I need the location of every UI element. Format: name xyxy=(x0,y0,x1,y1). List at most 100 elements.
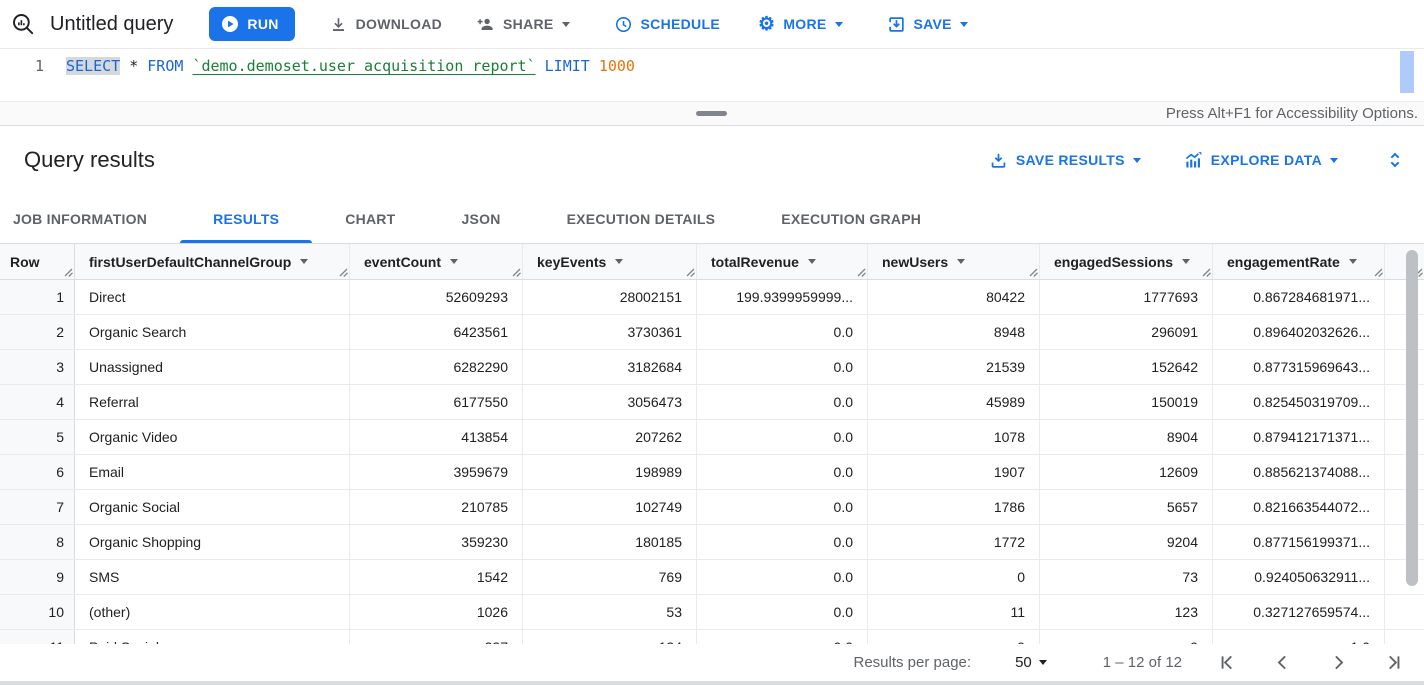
cell-filler xyxy=(1385,490,1424,524)
column-menu-caret-icon[interactable] xyxy=(1182,259,1191,264)
previous-page-button[interactable] xyxy=(1270,651,1294,675)
sql-token-kw: FROM xyxy=(147,57,184,75)
cell-row: 10 xyxy=(0,595,75,629)
column-resize-handle[interactable] xyxy=(857,268,866,277)
splitter-drag-handle[interactable] xyxy=(696,111,727,116)
share-button[interactable]: SHARE xyxy=(476,15,570,34)
column-menu-caret-icon[interactable] xyxy=(615,259,624,264)
cell-eventCount: 6282290 xyxy=(350,350,523,384)
column-resize-handle[interactable] xyxy=(686,268,695,277)
save-button[interactable]: SAVE xyxy=(887,15,968,34)
column-label: eventCount xyxy=(364,253,441,270)
cell-totalRevenue: 0.0 xyxy=(697,455,868,489)
cell-engagedSessions: 73 xyxy=(1040,560,1213,594)
column-menu-caret-icon[interactable] xyxy=(450,259,458,264)
sql-code-line[interactable]: SELECT * FROM `demo.demoset.user_acquisi… xyxy=(66,57,635,75)
table-scrollbar-thumb[interactable] xyxy=(1406,250,1418,586)
next-page-button[interactable] xyxy=(1326,651,1350,675)
save-results-button[interactable]: SAVE RESULTS xyxy=(989,151,1141,170)
tab-job-information[interactable]: JOB INFORMATION xyxy=(13,210,148,227)
schedule-button[interactable]: SCHEDULE xyxy=(614,15,720,34)
cell-keyEvents: 28002151 xyxy=(523,280,697,314)
table-row: 7 Organic Social 210785 102749 0.0 1786 5657 0.… xyxy=(0,490,1424,525)
column-resize-handle[interactable] xyxy=(1374,268,1383,277)
run-button[interactable]: RUN xyxy=(209,7,295,41)
cell-row: 7 xyxy=(0,490,75,524)
play-circle-icon xyxy=(221,15,239,33)
cell-engagementRate: 0.879412171371... xyxy=(1213,420,1385,454)
column-resize-handle[interactable] xyxy=(339,268,348,277)
explore-data-caret-icon xyxy=(1330,157,1338,163)
horizontal-scrollbar[interactable] xyxy=(0,681,1424,685)
column-menu-caret-icon[interactable] xyxy=(957,259,966,264)
column-label: engagementRate xyxy=(1227,253,1340,270)
cell-totalRevenue: 199.9399959999... xyxy=(697,280,868,314)
table-body: 1 Direct 52609293 28002151 199.9399959999...… xyxy=(0,280,1424,644)
more-label: MORE xyxy=(783,16,827,32)
sql-token-plain xyxy=(120,57,129,75)
cell-firstUserDefaultChannelGroup: Organic Search xyxy=(75,315,350,349)
table-row: 9 SMS 1542 769 0.0 0 73 0.924050632911... xyxy=(0,560,1424,595)
column-menu-caret-icon[interactable] xyxy=(807,259,816,264)
tab-execution-details[interactable]: EXECUTION DETAILS xyxy=(566,210,716,227)
page-size-select[interactable]: 50 xyxy=(1015,654,1047,671)
cell-engagementRate: 0.924050632911... xyxy=(1213,560,1385,594)
column-header-keyEvents[interactable]: keyEvents xyxy=(523,244,697,279)
cell-row: 5 xyxy=(0,420,75,454)
cell-firstUserDefaultChannelGroup: SMS xyxy=(75,560,350,594)
sql-token-kw: LIMIT xyxy=(544,57,590,75)
query-title[interactable]: Untitled query xyxy=(50,12,174,35)
cell-totalRevenue: 0.0 xyxy=(697,630,868,644)
last-page-button[interactable] xyxy=(1382,651,1406,675)
first-page-button[interactable] xyxy=(1214,651,1238,675)
column-resize-handle[interactable] xyxy=(1202,268,1211,277)
chart-icon xyxy=(1183,150,1203,170)
share-caret-icon xyxy=(561,21,570,27)
accessibility-hint: Press Alt+F1 for Accessibility Options. xyxy=(1165,105,1418,122)
column-label: firstUserDefaultChannelGroup xyxy=(89,253,292,270)
column-header-engagedSessions[interactable]: engagedSessions xyxy=(1040,244,1213,279)
column-header-engagementRate[interactable]: engagementRate xyxy=(1213,244,1385,279)
editor-scrollbar-thumb[interactable] xyxy=(1400,51,1414,93)
cell-eventCount: 413854 xyxy=(350,420,523,454)
tab-execution-graph[interactable]: EXECUTION GRAPH xyxy=(781,210,922,227)
sql-editor[interactable]: 1 SELECT * FROM `demo.demoset.user_acqui… xyxy=(0,48,1424,101)
column-header-firstUserDefaultChannelGroup[interactable]: firstUserDefaultChannelGroup xyxy=(75,244,350,279)
save-results-caret-icon xyxy=(1132,157,1141,163)
column-resize-handle[interactable] xyxy=(64,268,73,277)
explore-data-button[interactable]: EXPLORE DATA xyxy=(1183,150,1338,170)
download-button[interactable]: DOWNLOAD xyxy=(329,15,442,34)
cell-totalRevenue: 0.0 xyxy=(697,385,868,419)
results-table: Row firstUserDefaultChannelGroup eventCoun… xyxy=(0,243,1424,644)
cell-engagementRate: 0.327127659574... xyxy=(1213,595,1385,629)
run-label: RUN xyxy=(247,16,279,32)
cell-eventCount: 6423561 xyxy=(350,315,523,349)
column-menu-caret-icon[interactable] xyxy=(1348,259,1357,264)
sql-token-plain xyxy=(138,57,147,75)
column-header-totalRevenue[interactable]: totalRevenue xyxy=(697,244,868,279)
column-header-newUsers[interactable]: newUsers xyxy=(868,244,1040,279)
column-resize-handle[interactable] xyxy=(1029,268,1038,277)
tab-chart[interactable]: CHART xyxy=(345,210,396,227)
cell-engagedSessions: 9204 xyxy=(1040,525,1213,559)
schedule-label: SCHEDULE xyxy=(640,16,720,32)
cell-firstUserDefaultChannelGroup: Organic Video xyxy=(75,420,350,454)
sql-token-plain: * xyxy=(129,57,139,75)
column-label: newUsers xyxy=(882,253,949,270)
cell-totalRevenue: 0.0 xyxy=(697,560,868,594)
cell-keyEvents: 53 xyxy=(523,595,697,629)
column-header-eventCount[interactable]: eventCount xyxy=(350,244,523,279)
save-results-icon xyxy=(989,151,1008,170)
results-title: Query results xyxy=(24,147,155,172)
download-label: DOWNLOAD xyxy=(355,16,443,32)
save-label: SAVE xyxy=(913,16,952,32)
tab-json[interactable]: JSON xyxy=(461,210,501,227)
tab-results[interactable]: RESULTS xyxy=(180,194,313,243)
column-menu-caret-icon[interactable] xyxy=(300,259,309,264)
cell-engagedSessions: 150019 xyxy=(1040,385,1213,419)
column-resize-handle[interactable] xyxy=(512,268,521,277)
page-range-label: 1 – 12 of 12 xyxy=(1102,654,1182,671)
more-button[interactable]: ⚙ MORE xyxy=(758,15,843,34)
cell-firstUserDefaultChannelGroup: Referral xyxy=(75,385,350,419)
expand-results-button[interactable] xyxy=(1384,149,1406,171)
